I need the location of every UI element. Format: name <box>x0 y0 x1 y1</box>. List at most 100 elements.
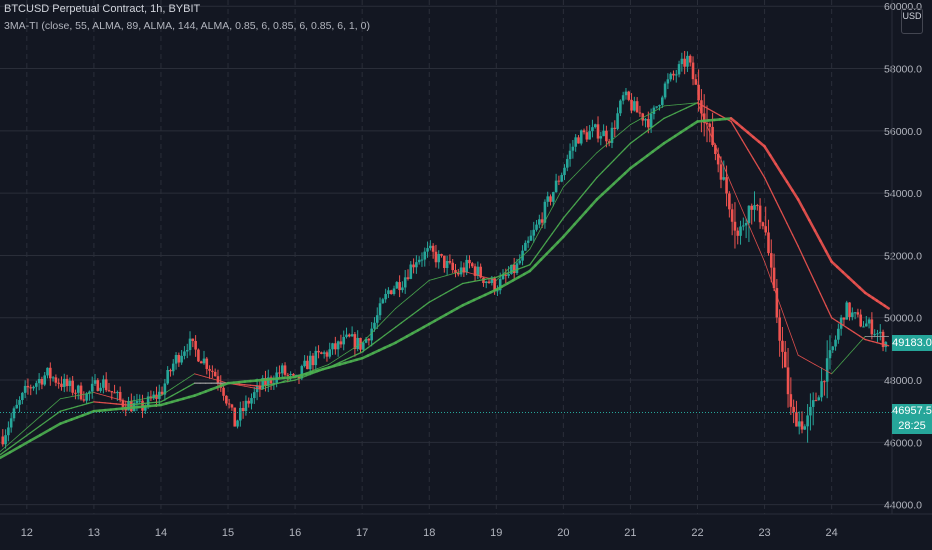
ma-segment <box>149 396 156 399</box>
candle-body <box>797 421 801 427</box>
candle-body <box>135 400 139 404</box>
ma-segment <box>121 399 128 403</box>
candle-body <box>286 374 290 376</box>
candle-body <box>353 334 357 349</box>
candle-body <box>278 372 281 374</box>
ma-segment <box>249 384 257 387</box>
candle-body <box>655 106 659 108</box>
candle-body <box>716 154 720 165</box>
candle-body <box>565 159 569 168</box>
candle-body <box>526 240 530 243</box>
ma-segment <box>434 295 442 300</box>
ma-segment <box>820 367 827 372</box>
ma-segment <box>741 209 749 224</box>
ma-segment <box>255 385 263 387</box>
ma-segment <box>194 373 201 376</box>
ma-segment <box>87 401 95 405</box>
candle-body <box>152 394 155 399</box>
ma-segment <box>93 401 101 404</box>
ma-segment <box>261 386 268 390</box>
ma-segment <box>847 327 855 333</box>
candle-body <box>26 385 30 388</box>
ma-segment <box>568 175 575 182</box>
ma-segment <box>568 203 576 212</box>
candle-body <box>493 278 496 292</box>
ma-segment <box>110 396 117 400</box>
candle-body <box>317 350 320 353</box>
indicator-legend[interactable]: 3MA-TI (close, 55, ALMA, 89, ALMA, 144, … <box>4 20 370 32</box>
ma-segment <box>573 216 582 226</box>
ma-segment <box>294 377 302 381</box>
candle-body <box>194 340 197 350</box>
candle-body <box>121 400 125 407</box>
ma-segment <box>339 353 346 358</box>
candle-body <box>325 352 329 357</box>
currency-badge[interactable]: USD <box>901 8 923 34</box>
ma-segment <box>883 304 890 310</box>
candle-body <box>641 113 645 121</box>
candle-body <box>233 407 237 427</box>
ma-segment <box>450 285 458 291</box>
ma-segment <box>601 165 609 173</box>
ma-segment <box>445 273 452 277</box>
ma-segment <box>545 246 554 256</box>
ma-segment <box>182 377 190 382</box>
ma-segment <box>780 307 788 325</box>
candle-body <box>244 400 248 412</box>
candles-group <box>1 50 888 449</box>
candle-body <box>563 167 566 175</box>
ma-segment <box>19 424 31 435</box>
candle-body <box>71 380 74 393</box>
ma-segment <box>663 104 670 107</box>
ma-segment <box>283 380 291 383</box>
ma-segment <box>602 142 609 149</box>
candle-body <box>247 400 251 404</box>
candle-body <box>409 264 413 279</box>
candle-body <box>188 338 192 351</box>
candle-body <box>792 406 795 413</box>
ma-segment <box>160 398 168 403</box>
candle-body <box>881 331 885 348</box>
ma-segment <box>439 292 447 297</box>
candle-body <box>311 355 315 366</box>
ma-segment <box>696 102 704 107</box>
candle-body <box>672 73 675 76</box>
ma-segment <box>395 322 402 328</box>
ma-segment <box>557 186 564 198</box>
ma-segment <box>551 196 559 209</box>
ma-segment <box>814 281 822 295</box>
ma-segment <box>322 364 330 367</box>
symbol-title[interactable]: BTCUSD Perpetual Contract, 1h, BYBIT <box>4 3 201 15</box>
candle-body <box>806 415 809 427</box>
candle-body <box>470 263 474 267</box>
candle-body <box>174 355 178 364</box>
y-tick-label: 54000.0 <box>884 188 922 200</box>
candle-body <box>199 361 203 364</box>
ma-segment <box>344 349 352 354</box>
candle-body <box>283 365 287 375</box>
candle-body <box>222 387 225 396</box>
candle-body <box>624 91 628 96</box>
ma-segment <box>451 272 458 275</box>
ma-segment <box>663 115 671 120</box>
ma-segment <box>562 210 570 219</box>
candle-body <box>769 253 773 268</box>
candle-body <box>445 260 449 268</box>
ma-segment <box>741 139 749 151</box>
candle-body <box>700 100 703 114</box>
candle-body <box>49 367 52 379</box>
ma-segment <box>534 258 543 267</box>
ma-segment <box>646 111 654 116</box>
candle-body <box>795 412 798 427</box>
candle-body <box>348 334 351 337</box>
ma-segment <box>361 347 369 353</box>
x-tick-label: 23 <box>758 527 770 539</box>
last-ma-price-tag: 49183.0 <box>892 335 932 352</box>
ma-segment <box>272 382 279 385</box>
ma-segment <box>367 330 374 338</box>
ma-segment <box>797 354 805 359</box>
candle-body <box>40 378 44 385</box>
ma-segment <box>417 284 425 291</box>
candle-body <box>599 136 603 139</box>
